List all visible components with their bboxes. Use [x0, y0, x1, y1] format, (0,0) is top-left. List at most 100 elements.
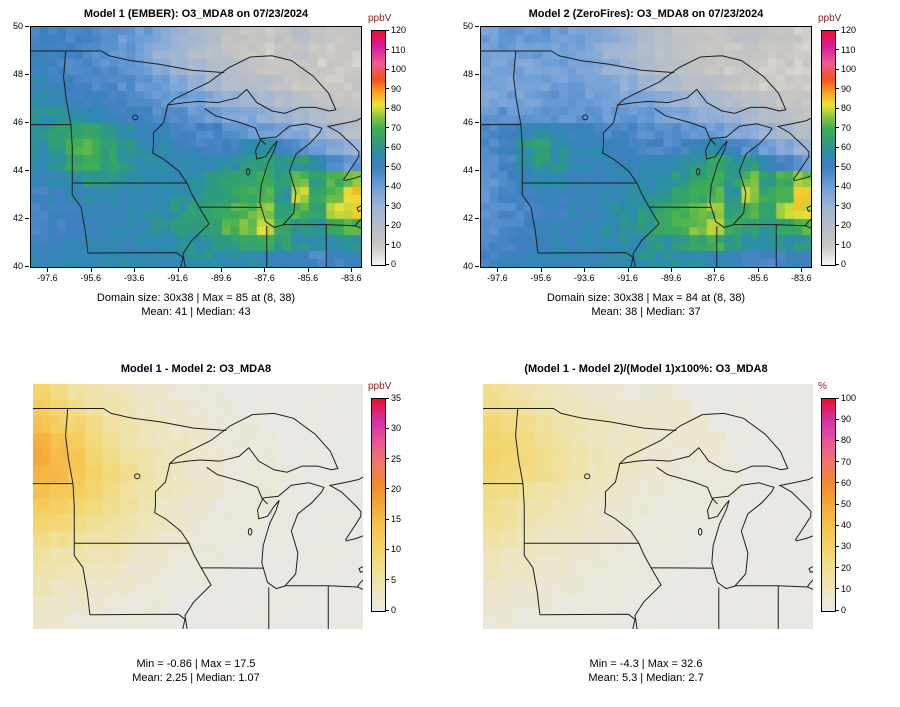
x-tick-mark: [90, 268, 92, 272]
state-borders-outline: [33, 409, 357, 630]
y-tick-mark: [475, 74, 479, 75]
stats-line-1: Min = -4.3 | Max = 32.6: [589, 658, 703, 670]
colorbar-tick-mark: [385, 68, 389, 70]
x-tick-label: -91.6: [617, 273, 638, 283]
colorbar-tick-label: 70: [391, 122, 402, 133]
map-model2: [480, 26, 812, 268]
map-percent-difference: [483, 384, 813, 629]
colorbar-tick-mark: [385, 224, 389, 226]
colorbar-difference: ppbV 0 5 10 15 20 25 30 35: [368, 381, 401, 615]
colorbar-tick-label: 15: [391, 514, 402, 525]
y-tick-label: 40: [462, 261, 473, 271]
stats-model2: Domain size: 30x38 | Max = 84 at (8, 38)…: [450, 291, 842, 319]
colorbar-tick-label: 50: [391, 161, 402, 172]
colorbar-tick-label: 90: [391, 83, 402, 94]
x-tick-mark: [47, 268, 49, 272]
colorbar-tick-label: 60: [841, 142, 852, 152]
colorbar-gradient: [371, 398, 386, 612]
x-tick-mark: [757, 268, 759, 272]
y-tick-mark: [25, 26, 29, 27]
colorbar-tick-label: 10: [841, 239, 852, 250]
x-tick-label: -91.6: [167, 273, 188, 283]
colorbar-tick-mark: [835, 503, 839, 505]
y-tick-mark: [475, 170, 479, 171]
y-tick-mark: [25, 266, 29, 267]
colorbar-tick-mark: [835, 146, 839, 148]
x-tick-mark: [307, 268, 309, 272]
colorbar-tick-mark: [385, 88, 389, 89]
x-tick-mark: [671, 268, 673, 272]
colorbar-unit-label: ppbV: [818, 13, 842, 24]
colorbar-tick-mark: [835, 609, 839, 611]
stats-difference: Min = -0.86 | Max = 17.5 Mean: 2.25 | Me…: [0, 657, 392, 685]
lakes-outline: [135, 413, 363, 589]
colorbar-gradient: [821, 30, 836, 266]
colorbar-tick-label: 120: [841, 25, 857, 35]
colorbar-tick-mark: [385, 185, 389, 187]
x-tick-mark: [584, 268, 586, 272]
colorbar-tick-label: 10: [841, 583, 852, 594]
colorbar-tick-mark: [835, 545, 839, 547]
map-model1: [30, 26, 362, 268]
colorbar-tick-mark: [835, 263, 839, 265]
x-tick-label: -93.6: [123, 273, 145, 283]
colorbar-tick-label: 80: [391, 103, 402, 114]
y-tick-label: 44: [12, 165, 23, 175]
panel-percent-difference: (Model 1 - Model 2)/(Model 1)x100%: O3_M…: [450, 354, 900, 707]
raster-model1: [31, 27, 361, 267]
colorbar-tick-mark: [385, 205, 389, 206]
colorbar-tick-label: 100: [841, 64, 857, 74]
panel-title: Model 1 (EMBER): O3_MDA8 on 07/23/2024: [83, 8, 309, 20]
colorbar-tick-label: 0: [841, 259, 847, 269]
y-tick-mark: [25, 74, 29, 75]
colorbar-model2: ppbV 0 10 20 30 40 50 60 70 80 90 100 110 120: [818, 13, 856, 269]
colorbar-tick-label: 40: [391, 181, 402, 192]
colorbar-tick-mark: [835, 588, 839, 590]
colorbar-tick-label: 90: [841, 83, 852, 94]
x-tick-mark: [264, 268, 266, 272]
y-tick-label: 46: [462, 117, 473, 127]
panel-difference: Model 1 - Model 2: O3_MDA8 ppbV 0 5 10 15 20…: [0, 354, 450, 707]
y-tick-label: 48: [12, 69, 23, 79]
y-tick-label: 50: [12, 21, 23, 31]
lakes-outline: [133, 56, 361, 228]
colorbar-tick-label: 60: [841, 477, 852, 488]
raster-difference: [33, 384, 363, 629]
colorbar-tick-mark: [835, 68, 839, 70]
map-difference: [33, 384, 363, 629]
x-tick-label: -95.6: [530, 273, 552, 283]
x-tick-label: -83.6: [791, 273, 812, 283]
colorbar-tick-mark: [835, 524, 839, 526]
colorbar-tick-mark: [385, 579, 389, 581]
colorbar-tick-mark: [835, 29, 839, 31]
colorbar-tick-mark: [835, 439, 839, 441]
x-tick-label: -89.6: [210, 273, 232, 283]
colorbar-tick-label: 120: [391, 25, 407, 35]
colorbar-model1: ppbV 0 10 20 30 40 50 60 70 80 90 100 110 120: [368, 13, 406, 269]
colorbar-tick-mark: [835, 185, 839, 187]
state-borders-outline: [31, 51, 355, 267]
y-tick-mark: [475, 122, 479, 123]
colorbar-tick-label: 80: [841, 435, 852, 446]
colorbar-tick-mark: [835, 205, 839, 206]
colorbar-tick-mark: [385, 548, 389, 550]
colorbar-tick-label: 20: [391, 220, 402, 231]
x-tick-label: -83.6: [341, 273, 362, 283]
x-tick-label: -89.6: [660, 273, 682, 283]
lakes-outline: [583, 56, 811, 228]
colorbar-percent-difference: % 0 10 20 30 40 50 60 70 80 90 100: [818, 381, 856, 615]
colorbar-tick-label: 100: [391, 64, 407, 74]
colorbar-tick-mark: [385, 518, 389, 520]
colorbar-tick-mark: [835, 88, 839, 89]
x-tick-label: -85.6: [747, 273, 769, 283]
colorbar-tick-label: 30: [841, 541, 852, 552]
stats-line-2: Mean: 38 | Median: 37: [591, 306, 701, 318]
stats-line-2: Mean: 5.3 | Median: 2.7: [588, 672, 704, 684]
colorbar-tick-mark: [385, 488, 389, 490]
colorbar-tick-mark: [835, 127, 839, 128]
colorbar-tick-mark: [385, 609, 389, 611]
colorbar-tick-mark: [385, 127, 389, 128]
colorbar-tick-label: 70: [841, 122, 852, 133]
colorbar-tick-label: 20: [391, 483, 402, 494]
